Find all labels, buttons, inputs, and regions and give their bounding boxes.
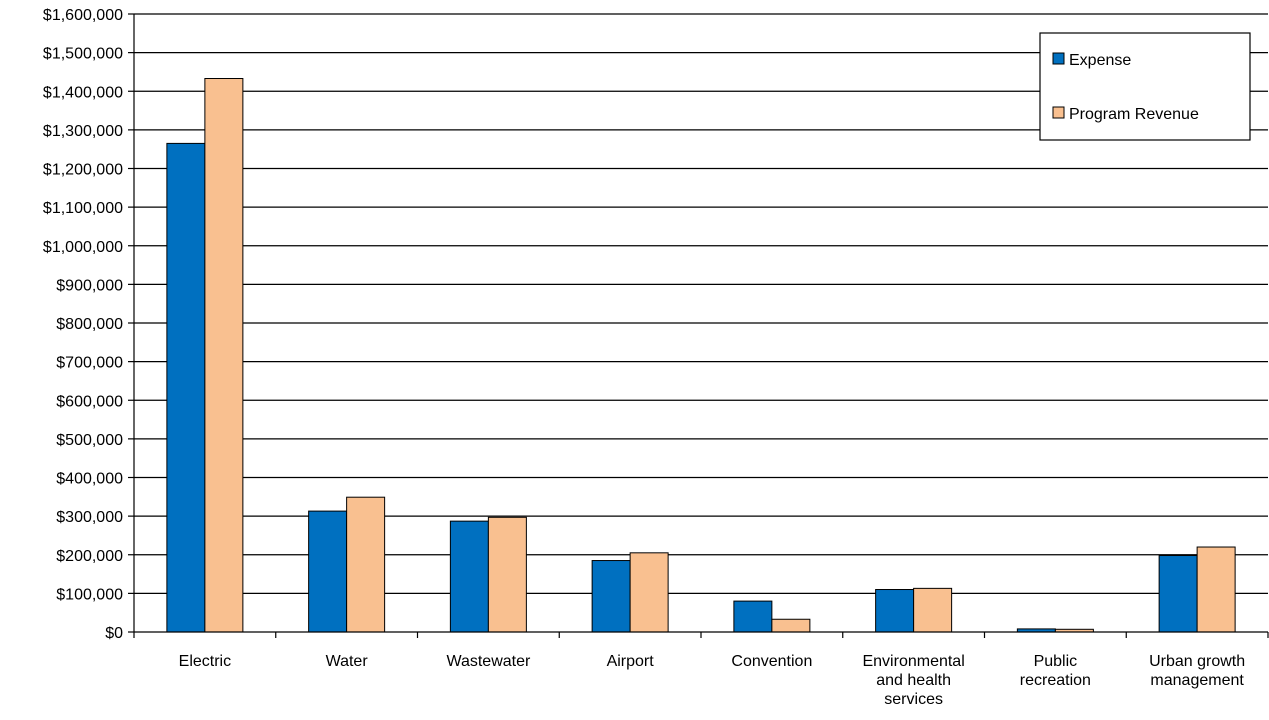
bar-expense bbox=[449, 520, 489, 633]
x-tick-label: Water bbox=[326, 653, 369, 670]
y-tick-label: $400,000 bbox=[56, 471, 123, 488]
x-tick-label: Environmental and health services bbox=[862, 653, 964, 708]
y-tick-label: $600,000 bbox=[56, 393, 123, 410]
legend-label-expense: Expense bbox=[1069, 52, 1131, 69]
bar-program-revenue bbox=[204, 78, 244, 633]
x-tick-label: Wastewater bbox=[446, 653, 531, 670]
bar-program-revenue bbox=[346, 496, 386, 633]
y-tick-label: $1,100,000 bbox=[43, 200, 123, 217]
legend-swatch-expense bbox=[1052, 52, 1065, 65]
bar-expense bbox=[166, 142, 206, 633]
bar-expense bbox=[733, 600, 773, 633]
x-tick-label: Public recreation bbox=[1020, 653, 1091, 689]
bar-expense bbox=[875, 589, 915, 633]
y-tick-label: $0 bbox=[105, 625, 123, 642]
axes bbox=[128, 13, 1269, 638]
bar-expense bbox=[308, 510, 348, 633]
bar-program-revenue bbox=[1196, 546, 1236, 633]
x-tick-label: Urban growth management bbox=[1149, 653, 1245, 689]
bar-program-revenue bbox=[913, 587, 953, 633]
y-tick-label: $700,000 bbox=[56, 355, 123, 372]
y-tick-label: $1,600,000 bbox=[43, 7, 123, 24]
y-tick-labels: $0 $100,000 $200,000 $300,000 $400,000 $500,0… bbox=[43, 7, 123, 642]
y-tick-label: $300,000 bbox=[56, 509, 123, 526]
x-tick-label: Convention bbox=[731, 653, 812, 670]
x-tick-label: Airport bbox=[607, 653, 655, 670]
bar-program-revenue bbox=[487, 516, 527, 633]
bar-expense bbox=[1158, 555, 1198, 633]
y-tick-label: $900,000 bbox=[56, 277, 123, 294]
bar-program-revenue bbox=[771, 618, 811, 633]
x-tick-label: Electric bbox=[179, 653, 231, 670]
bar-expense bbox=[591, 560, 631, 633]
y-tick-label: $100,000 bbox=[56, 586, 123, 603]
y-tick-label: $1,000,000 bbox=[43, 239, 123, 256]
y-tick-label: $800,000 bbox=[56, 316, 123, 333]
y-tick-label: $1,500,000 bbox=[43, 46, 123, 63]
legend-swatch-program-revenue bbox=[1052, 106, 1065, 119]
legend-label-program-revenue: Program Revenue bbox=[1069, 106, 1199, 123]
legend: Expense Program Revenue bbox=[1039, 32, 1251, 141]
bars bbox=[166, 78, 1236, 633]
y-tick-label: $500,000 bbox=[56, 432, 123, 449]
bar-program-revenue bbox=[629, 552, 669, 633]
y-tick-label: $1,200,000 bbox=[43, 162, 123, 179]
legend-box bbox=[1039, 32, 1251, 141]
x-tick-labels: Electric Water Wastewater Airport Convention… bbox=[179, 653, 1246, 708]
y-tick-label: $200,000 bbox=[56, 548, 123, 565]
y-tick-label: $1,300,000 bbox=[43, 123, 123, 140]
y-tick-label: $1,400,000 bbox=[43, 84, 123, 101]
